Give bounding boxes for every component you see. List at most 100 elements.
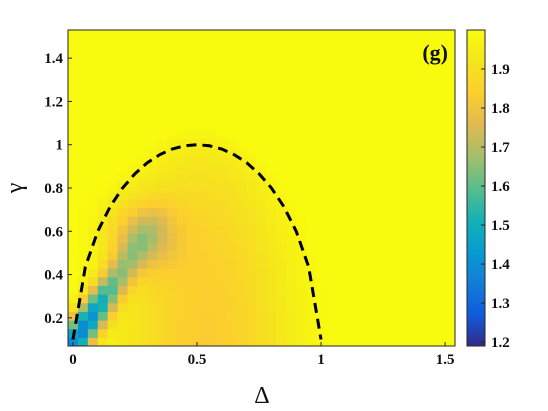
heatmap-cell	[335, 94, 347, 105]
heatmap-cell	[177, 86, 188, 96]
heatmap-cell	[375, 164, 387, 174]
heatmap-cell	[355, 233, 367, 243]
heatmap-cell	[167, 30, 178, 35]
heatmap-cell	[216, 224, 228, 235]
heatmap-cell	[405, 94, 416, 105]
heatmap-cell	[77, 30, 89, 35]
heatmap-cell	[365, 164, 377, 174]
heatmap-cell	[87, 337, 99, 346]
heatmap-cell	[246, 146, 258, 157]
heatmap-cell	[107, 250, 119, 261]
heatmap-cell	[177, 268, 188, 278]
heatmap-cell	[316, 120, 327, 131]
heatmap-cell	[296, 320, 307, 330]
heatmap-cell	[117, 120, 129, 131]
heatmap-cell	[276, 103, 287, 113]
y-tick-label: 1.4	[44, 51, 63, 67]
heatmap-cell	[266, 311, 277, 321]
heatmap-cell	[445, 112, 455, 122]
heatmap-cell	[435, 60, 446, 70]
heatmap-cell	[187, 60, 198, 70]
heatmap-cell	[68, 216, 79, 226]
heatmap-cell	[445, 51, 455, 61]
heatmap-cell	[236, 285, 248, 295]
heatmap-cell	[236, 302, 248, 312]
heatmap-cell	[445, 207, 455, 217]
heatmap-cell	[127, 112, 139, 122]
heatmap-cell	[405, 155, 416, 165]
heatmap-cell	[306, 216, 317, 226]
heatmap-cell	[226, 259, 238, 269]
heatmap-cell	[87, 86, 99, 96]
heatmap-cell	[296, 60, 307, 70]
heatmap-cell	[177, 77, 188, 87]
heatmap-cell	[326, 216, 337, 226]
heatmap-cell	[425, 77, 436, 87]
heatmap-cell	[147, 320, 158, 330]
heatmap-cell	[246, 285, 258, 295]
heatmap-cell	[405, 328, 416, 338]
heatmap-cell	[187, 242, 198, 252]
heatmap-cell	[187, 77, 198, 87]
heatmap-cell	[157, 60, 168, 70]
heatmap-cell	[445, 224, 455, 235]
heatmap-cell	[68, 60, 79, 70]
heatmap-cell	[147, 112, 158, 122]
heatmap-cell	[187, 164, 198, 174]
heatmap-cell	[266, 207, 277, 217]
heatmap-cell	[435, 86, 446, 96]
heatmap-cell	[127, 30, 139, 35]
heatmap-cell	[435, 250, 446, 261]
heatmap-cell	[137, 30, 148, 35]
heatmap-cell	[137, 155, 148, 165]
heatmap-cell	[107, 233, 119, 243]
heatmap-cell	[355, 259, 367, 269]
heatmap-cell	[405, 285, 416, 295]
heatmap-cell	[226, 77, 238, 87]
heatmap-cell	[365, 302, 377, 312]
heatmap-cell	[296, 30, 307, 35]
heatmap-cell	[107, 268, 119, 278]
heatmap-cell	[177, 337, 188, 346]
heatmap-cell	[246, 190, 258, 200]
heatmap-cell	[117, 172, 129, 183]
heatmap-cell	[157, 86, 168, 96]
heatmap-cell	[345, 233, 357, 243]
heatmap-cell	[296, 146, 307, 157]
heatmap-cell	[127, 294, 139, 304]
heatmap-cell	[246, 337, 258, 346]
heatmap-cell	[226, 120, 238, 131]
heatmap-cell	[326, 181, 337, 191]
heatmap-cell	[395, 94, 406, 105]
heatmap-cell	[445, 103, 455, 113]
heatmap-cell	[335, 77, 347, 87]
heatmap-cell	[296, 216, 307, 226]
heatmap-cell	[216, 250, 228, 261]
heatmap-cell	[435, 129, 446, 139]
heatmap-cell	[147, 233, 158, 243]
heatmap-cell	[236, 60, 248, 70]
heatmap-cell	[286, 181, 297, 191]
heatmap-cell	[246, 276, 258, 286]
heatmap-cell	[97, 242, 109, 252]
heatmap-cell	[316, 60, 327, 70]
heatmap-cell	[246, 328, 258, 338]
heatmap-cell	[335, 86, 347, 96]
heatmap-cell	[415, 242, 426, 252]
heatmap-cell	[206, 207, 218, 217]
x-tick-label: 1	[317, 352, 325, 368]
heatmap-cell	[286, 259, 297, 269]
heatmap-cell	[306, 86, 317, 96]
heatmap-cell	[316, 190, 327, 200]
heatmap-cell	[127, 103, 139, 113]
heatmap-cell	[137, 42, 148, 53]
heatmap-cell	[187, 198, 198, 209]
heatmap-cell	[445, 94, 455, 105]
heatmap-cell	[415, 146, 426, 157]
heatmap-cell	[206, 146, 218, 157]
heatmap-cell	[425, 86, 436, 96]
heatmap-cell	[226, 276, 238, 286]
heatmap-cell	[147, 337, 158, 346]
heatmap-cell	[216, 276, 228, 286]
heatmap-cell	[167, 311, 178, 321]
